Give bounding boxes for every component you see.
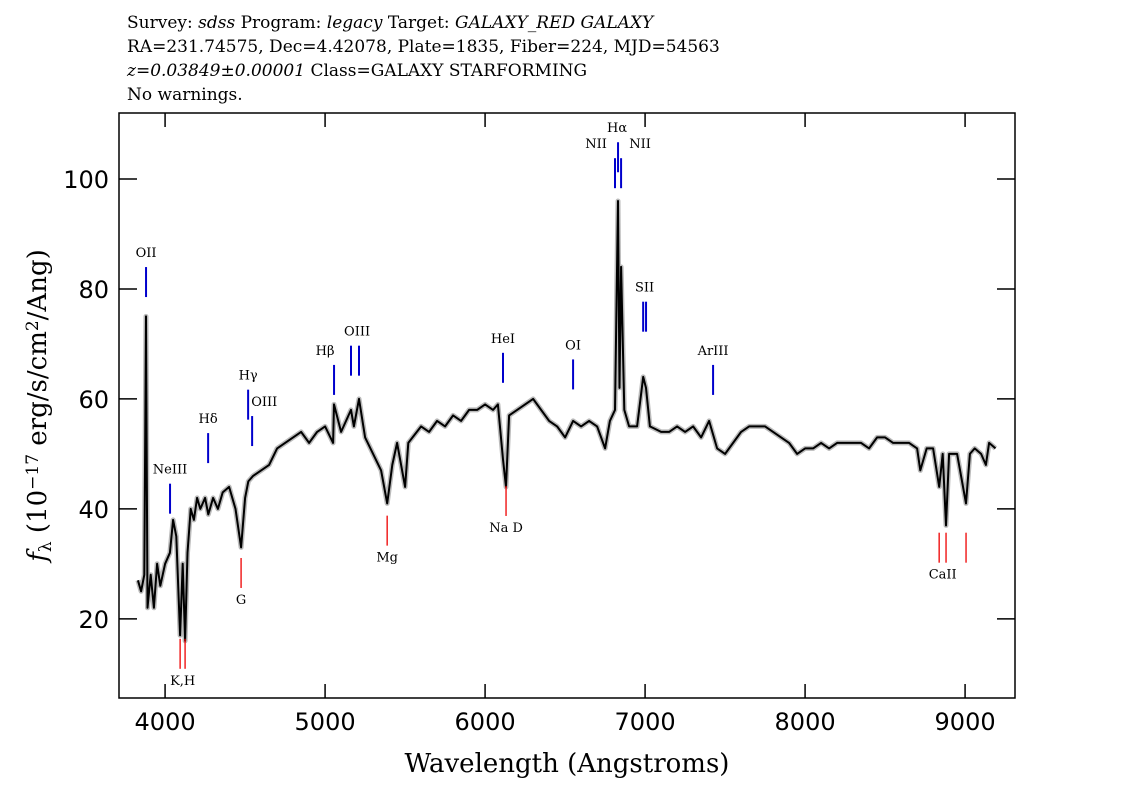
header-line: z=0.03849±0.00001 Class=GALAXY STARFORMI… [126,61,587,81]
line-label: NeIII [153,463,187,478]
y-axis-label-part: /Ang) [23,249,53,320]
plot-frame [118,112,1016,699]
header-text: Class=GALAXY STARFORMING [305,61,587,81]
header-text: sdss [198,13,235,33]
y-tick-label: 60 [78,386,109,414]
line-label: K,H [170,674,195,689]
y-tick-label: 100 [63,166,109,194]
x-tick-label: 8000 [775,708,836,736]
line-label: NII [629,137,651,152]
y-tick-label: 80 [78,276,109,304]
header-text: Target: [382,13,455,33]
line-label: OIII [251,395,277,410]
line-label: Mg [376,551,398,566]
header-text: Program: [235,13,327,33]
y-axis-label-part: (10 [23,490,53,542]
line-label: OIII [344,325,370,340]
header-line: No warnings. [127,85,243,105]
line-label: OII [136,246,157,261]
header-text: Survey: [127,13,198,33]
y-axis-label: fλ (10−17 erg/s/cm2/Ang) [23,249,56,564]
line-label: ArIII [697,344,729,359]
line-label: Hα [607,121,627,136]
x-tick-label: 4000 [135,708,196,736]
x-tick-label: 6000 [455,708,516,736]
line-label: SII [635,281,654,296]
header-text: RA=231.74575, Dec=4.42078, Plate=1835, F… [127,37,720,57]
line-label: HeI [491,332,515,347]
line-label: CaII [929,568,957,583]
header-text: GALAXY_RED GALAXY [455,13,655,33]
y-axis-label-part: 2 [23,320,43,331]
x-tick-label: 7000 [615,708,676,736]
line-label: Hδ [199,412,218,427]
header-text: z=0.03849±0.00001 [126,61,305,81]
y-tick-label: 40 [78,496,109,524]
line-label: Hβ [316,344,335,359]
x-axis-label: Wavelength (Angstroms) [405,749,730,779]
line-label: Hγ [239,369,258,384]
header-text: No warnings. [127,85,243,105]
spectrum-line [136,200,997,642]
line-label: OI [565,338,581,353]
line-label: NII [585,137,607,152]
y-axis-label-part: erg/s/cm [23,331,53,454]
line-label: G [236,593,246,608]
header-line: RA=231.74575, Dec=4.42078, Plate=1835, F… [127,37,720,57]
y-tick-label: 20 [78,606,109,634]
y-axis-label-part: λ [36,541,56,552]
x-tick-label: 9000 [935,708,996,736]
header-text: legacy [327,13,383,33]
header-line: Survey: sdss Program: legacy Target: GAL… [127,13,655,33]
x-tick-label: 5000 [295,708,356,736]
y-axis-label-part: −17 [23,454,43,490]
line-label: Na D [489,521,523,536]
